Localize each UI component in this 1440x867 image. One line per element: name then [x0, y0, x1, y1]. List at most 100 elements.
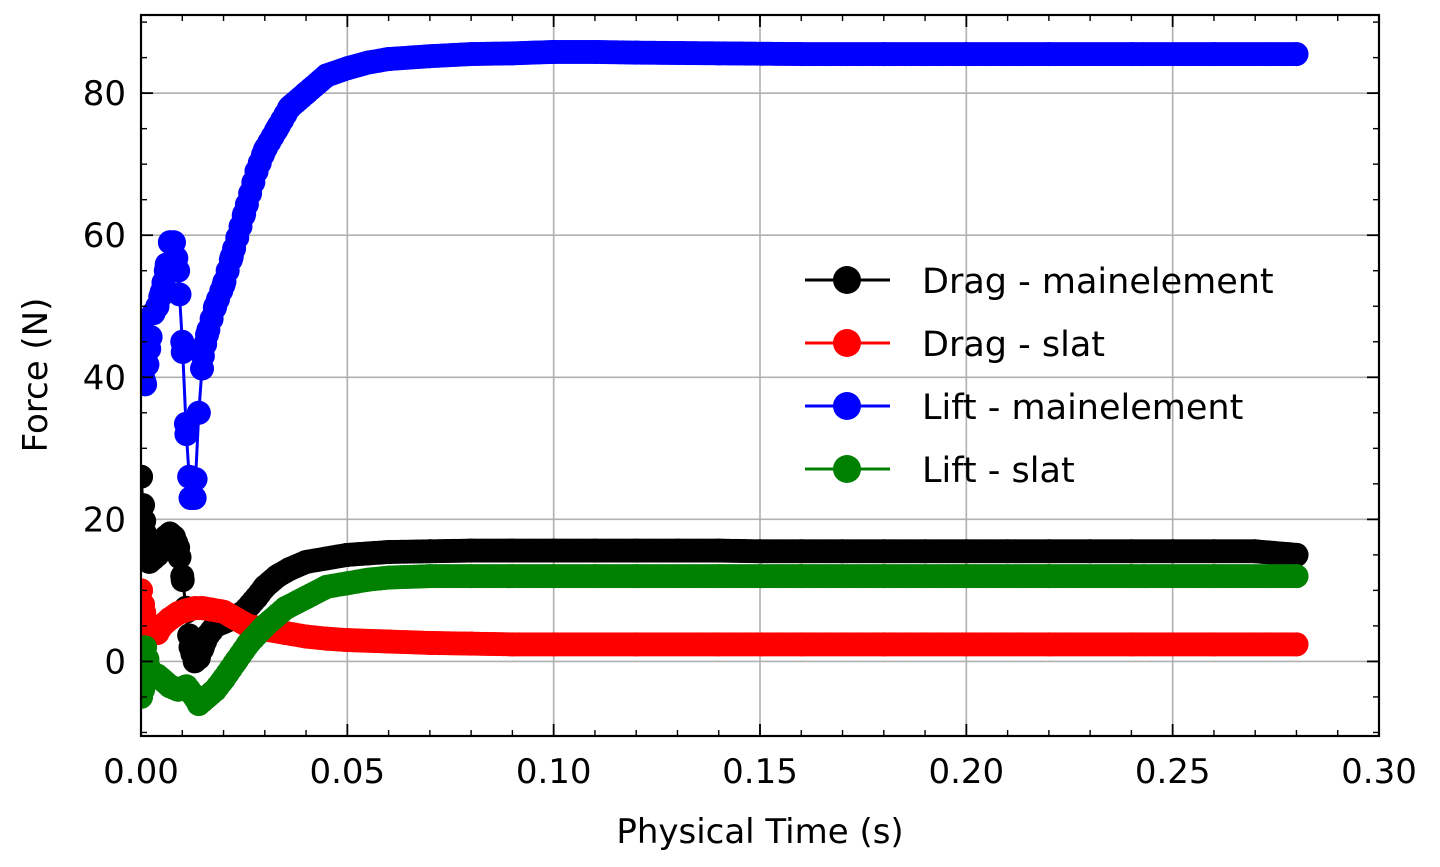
- x-tick-label: 0.15: [722, 752, 798, 792]
- data-point: [141, 464, 153, 489]
- data-point: [174, 422, 199, 447]
- data-point: [376, 629, 401, 654]
- y-axis-label: Force (N): [16, 298, 56, 453]
- data-point: [913, 539, 938, 564]
- data-point: [1201, 539, 1226, 564]
- y-tick-label: 0: [104, 642, 126, 682]
- data-point: [417, 44, 442, 69]
- data-point: [273, 596, 298, 621]
- data-point: [314, 546, 339, 571]
- data-point: [190, 343, 215, 368]
- data-point: [294, 624, 319, 649]
- data-point: [748, 539, 772, 564]
- data-point: [417, 564, 442, 589]
- data-point: [541, 564, 566, 589]
- legend-item: Drag - mainelement: [805, 262, 1274, 302]
- data-point: [954, 539, 979, 564]
- data-point: [219, 244, 244, 269]
- legend-label: Lift - mainelement: [922, 388, 1243, 428]
- legend-label: Drag - mainelement: [922, 262, 1274, 302]
- data-point: [995, 539, 1020, 564]
- data-point: [871, 632, 896, 657]
- data-point: [294, 81, 319, 106]
- data-point: [170, 329, 195, 354]
- data-point: [1119, 632, 1144, 657]
- data-point: [170, 564, 195, 589]
- data-point: [1284, 632, 1309, 657]
- data-point: [624, 538, 649, 563]
- series-lift-slat: [141, 564, 1309, 717]
- data-point: [335, 56, 360, 81]
- x-axis-label: Physical Time (s): [616, 812, 903, 852]
- y-tick-labels: 0 20 40 60 80: [83, 74, 126, 682]
- data-point: [265, 116, 290, 141]
- data-point: [706, 538, 731, 563]
- data-point: [355, 567, 380, 592]
- data-point: [871, 42, 896, 67]
- data-point: [335, 628, 360, 653]
- data-point: [706, 41, 731, 66]
- legend-item: Drag - slat: [805, 325, 1105, 365]
- data-point: [1036, 42, 1061, 67]
- data-point: [182, 486, 207, 511]
- data-point: [830, 539, 855, 564]
- data-point: [141, 336, 162, 361]
- data-point: [149, 280, 174, 305]
- data-point: [871, 564, 896, 589]
- data-point: [624, 564, 649, 589]
- data-point: [294, 549, 319, 574]
- data-point: [706, 564, 731, 589]
- data-point: [541, 39, 566, 64]
- data-point: [1284, 42, 1309, 67]
- data-point: [335, 542, 360, 567]
- data-point: [314, 63, 339, 88]
- x-tick-labels: 0.00 0.05 0.10 0.15 0.20 0.25 0.30: [103, 752, 1417, 792]
- legend-marker: [833, 266, 861, 294]
- data-point: [789, 539, 814, 564]
- data-point: [789, 42, 814, 67]
- data-point: [195, 322, 220, 347]
- data-point: [1036, 564, 1061, 589]
- data-point: [1160, 539, 1185, 564]
- data-point: [141, 493, 156, 518]
- data-point: [1201, 564, 1226, 589]
- data-point: [355, 541, 380, 566]
- data-point: [582, 538, 607, 563]
- data-point: [417, 630, 442, 655]
- legend-marker: [833, 392, 861, 420]
- data-point: [244, 159, 269, 184]
- data-point: [459, 538, 484, 563]
- data-point: [1284, 542, 1309, 567]
- data-point: [355, 50, 380, 75]
- data-point: [954, 632, 979, 657]
- data-point: [232, 201, 257, 226]
- data-point: [167, 282, 192, 307]
- series-layer: [141, 39, 1309, 717]
- data-point: [417, 539, 442, 564]
- legend-label: Lift - slat: [922, 451, 1075, 491]
- data-point: [500, 632, 525, 657]
- data-point: [294, 585, 319, 610]
- x-tick-label: 0.20: [928, 752, 1004, 792]
- data-point: [211, 272, 236, 297]
- data-point: [541, 538, 566, 563]
- series-drag-slat: [141, 578, 1309, 657]
- series-drag-mainelement: [141, 464, 1309, 674]
- data-point: [183, 467, 208, 492]
- data-point: [141, 635, 158, 660]
- data-point: [1119, 539, 1144, 564]
- legend-item: Lift - mainelement: [805, 388, 1243, 428]
- data-point: [141, 372, 158, 397]
- data-point: [223, 649, 248, 674]
- data-point: [954, 42, 979, 67]
- data-point: [582, 564, 607, 589]
- x-tick-label: 0.25: [1135, 752, 1211, 792]
- data-point: [1036, 539, 1061, 564]
- data-point: [252, 137, 277, 162]
- data-point: [954, 564, 979, 589]
- data-point: [582, 39, 607, 64]
- data-point: [789, 632, 814, 657]
- legend-item: Lift - slat: [805, 451, 1075, 491]
- data-point: [277, 95, 302, 120]
